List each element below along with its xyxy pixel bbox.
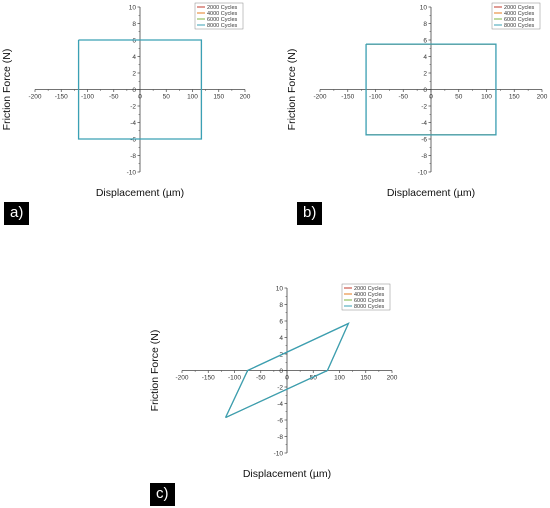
chart-c-plot: -200 -150 -100 -50 0 50 100 150 200-10-8-6-4-202… xyxy=(149,283,398,480)
chart-c-legend-label: 2000 Cycles xyxy=(354,286,385,292)
chart-panel-b: -200 -150 -100 -50 0 50 100 150 200 -10 -8 -6 -4 -2 0 2… xyxy=(275,0,550,230)
chart-c-x-tick-label: -200 xyxy=(175,375,188,382)
chart-a-series-4-line xyxy=(77,39,203,140)
chart-a-x-tick-label: 150 xyxy=(213,94,224,101)
panel-label-c: c) xyxy=(150,483,175,506)
chart-b-y-tick-label: -6 xyxy=(421,136,427,143)
chart-c-y-tick-label: -2 xyxy=(277,384,283,391)
chart-b-legend-label: 8000 Cycles xyxy=(504,23,535,29)
chart-a-y-axis-title: Friction Force (N) xyxy=(1,49,13,131)
chart-b-y-tick-label: 10 xyxy=(420,4,428,11)
chart-a-y-tick-label: 0 xyxy=(132,87,136,94)
chart-panel-a: -200 -150 -100 -50 0 50 100 150 200 -10 -8 -6 -4 -2 0 2… xyxy=(0,0,275,230)
chart-b-legend-label: 6000 Cycles xyxy=(504,17,535,23)
chart-b-y-tick-label: 0 xyxy=(423,87,427,94)
chart-c-y-tick-label: 4 xyxy=(279,335,283,342)
chart-c-y-tick-label: 10 xyxy=(276,285,284,292)
chart-a-x-tick-label: -150 xyxy=(55,94,68,101)
chart-c-x-tick-label: -50 xyxy=(256,375,266,382)
chart-a-x-tick-label: -50 xyxy=(109,94,119,101)
chart-c-x-tick-label: 200 xyxy=(387,375,398,382)
chart-b-y-tick-label: 6 xyxy=(423,37,427,44)
chart-b-legend-label: 4000 Cycles xyxy=(504,11,535,17)
chart-c-y-tick-label: 0 xyxy=(279,368,283,375)
chart-b-y-axis-title: Friction Force (N) xyxy=(286,49,298,131)
chart-a-x-axis-title: Displacement (µm) xyxy=(96,187,184,199)
chart-c-legend-label: 8000 Cycles xyxy=(354,304,385,310)
chart-b-y-tick-label: 4 xyxy=(423,54,427,61)
chart-b-plot: -200 -150 -100 -50 0 50 100 150 200-10-8-6-4-202… xyxy=(286,2,548,199)
chart-c-x-tick-label: 0 xyxy=(285,375,289,382)
chart-b-x-tick-label: -150 xyxy=(341,94,354,101)
chart-a-y-tick-label: 10 xyxy=(129,4,137,11)
chart-a-y-tick-label: -2 xyxy=(130,103,136,110)
chart-a-y-tick-label: -8 xyxy=(130,153,136,160)
chart-b-legend-label: 2000 Cycles xyxy=(504,5,535,11)
chart-b-x-tick-label: -50 xyxy=(399,94,409,101)
chart-a-y-tick-label: -10 xyxy=(127,169,137,176)
chart-a-legend-label: 6000 Cycles xyxy=(207,17,238,23)
chart-a-x-tick-label: 0 xyxy=(138,94,142,101)
chart-c-y-tick-label: 6 xyxy=(279,318,283,325)
chart-c-y-tick-label: -6 xyxy=(277,417,283,424)
chart-a-legend-label: 4000 Cycles xyxy=(207,11,238,17)
chart-c-legend-label: 6000 Cycles xyxy=(354,298,385,304)
chart-a-y-tick-label: -6 xyxy=(130,136,136,143)
chart-c-y-tick-label: -4 xyxy=(277,401,283,408)
chart-a-x-tick-label: -100 xyxy=(81,94,94,101)
panel-label-a: a) xyxy=(4,202,30,225)
chart-b-series-4-line xyxy=(365,43,497,136)
chart-a-y-tick-label: 2 xyxy=(132,70,136,77)
chart-c-legend-label: 4000 Cycles xyxy=(354,292,385,298)
chart-c-y-tick-label: -10 xyxy=(274,450,284,457)
chart-a-y-tick-label: -4 xyxy=(130,120,136,127)
chart-a-plot: -200 -150 -100 -50 0 50 100 150 200-10-8-6-4-202… xyxy=(1,2,251,199)
chart-b-y-tick-label: -10 xyxy=(418,169,428,176)
chart-b-y-tick-label: 8 xyxy=(423,21,427,28)
chart-b-x-tick-label: 150 xyxy=(509,94,520,101)
chart-a-y-tick-label: 6 xyxy=(132,37,136,44)
chart-c-y-tick-label: 8 xyxy=(279,302,283,309)
chart-b-y-tick-label: -4 xyxy=(421,120,427,127)
chart-a-y-tick-label: 8 xyxy=(132,21,136,28)
chart-a-x-tick-label: 200 xyxy=(240,94,251,101)
chart-a-x-tick-label: 50 xyxy=(163,94,171,101)
chart-b-x-tick-label: 200 xyxy=(537,94,548,101)
chart-a-legend-label: 2000 Cycles xyxy=(207,5,238,11)
chart-c-x-tick-label: -150 xyxy=(202,375,215,382)
chart-c-x-tick-label: 50 xyxy=(310,375,318,382)
chart-b-x-tick-label: 100 xyxy=(481,94,492,101)
chart-c-y-tick-label: -8 xyxy=(277,434,283,441)
chart-panel-c: -200 -150 -100 -50 0 50 100 150 200 -10 -8 -6 -4 -2 0 2… xyxy=(140,270,415,508)
chart-b-x-tick-label: 0 xyxy=(429,94,433,101)
chart-c-x-tick-label: 150 xyxy=(360,375,371,382)
panel-label-b: b) xyxy=(297,202,323,225)
chart-c-x-tick-label: 100 xyxy=(334,375,345,382)
chart-a-legend-label: 8000 Cycles xyxy=(207,23,238,29)
chart-c-y-axis-title: Friction Force (N) xyxy=(149,330,161,412)
chart-b-x-tick-label: 50 xyxy=(455,94,463,101)
chart-c-x-tick-label: -100 xyxy=(228,375,241,382)
chart-b-y-tick-label: -2 xyxy=(421,103,427,110)
chart-b-y-tick-label: 2 xyxy=(423,70,427,77)
chart-a-x-tick-label: -200 xyxy=(28,94,41,101)
chart-b-x-axis-title: Displacement (µm) xyxy=(387,187,475,199)
chart-b-x-tick-label: -100 xyxy=(369,94,382,101)
chart-c-x-axis-title: Displacement (µm) xyxy=(243,468,331,480)
chart-c-series-4-line xyxy=(224,322,350,419)
chart-a-x-tick-label: 100 xyxy=(187,94,198,101)
chart-a-y-tick-label: 4 xyxy=(132,54,136,61)
chart-b-y-tick-label: -8 xyxy=(421,153,427,160)
chart-b-x-tick-label: -200 xyxy=(313,94,326,101)
